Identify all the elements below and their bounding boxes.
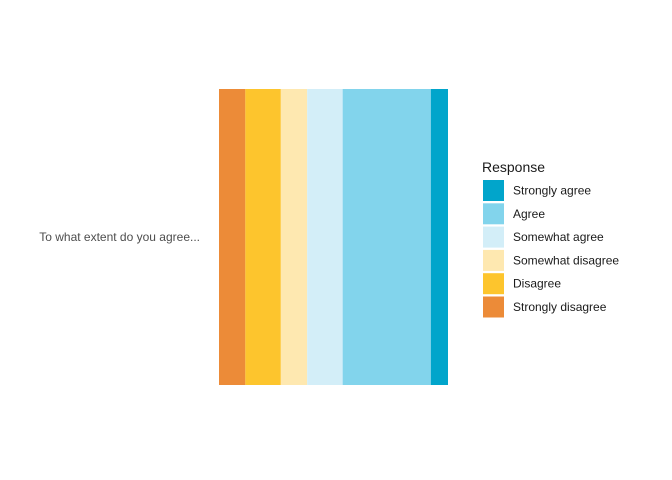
legend-label-somewhat-disagree: Somewhat disagree bbox=[513, 253, 619, 267]
legend: Response Strongly agree Agree Somewhat agre… bbox=[482, 159, 619, 318]
legend-label-strongly-agree: Strongly agree bbox=[513, 184, 591, 198]
bar-strongly-agree bbox=[430, 89, 448, 385]
bar-somewhat-disagree bbox=[280, 89, 308, 385]
bar-agree bbox=[342, 89, 431, 385]
legend-swatch-somewhat-disagree bbox=[483, 249, 504, 271]
legend-swatch-strongly-agree bbox=[483, 180, 504, 201]
plot-area bbox=[219, 89, 448, 385]
legend-title: Response bbox=[482, 159, 545, 175]
bar-somewhat-agree bbox=[307, 89, 343, 385]
legend-label-agree: Agree bbox=[513, 207, 545, 221]
bar-disagree bbox=[245, 89, 281, 385]
category-label: To what extent do you agree... bbox=[39, 230, 200, 244]
bar-strongly-disagree bbox=[219, 89, 246, 385]
legend-swatch-somewhat-agree bbox=[483, 226, 504, 248]
legend-label-strongly-disagree: Strongly disagree bbox=[513, 300, 607, 314]
legend-label-somewhat-agree: Somewhat agree bbox=[513, 230, 604, 244]
legend-label-disagree: Disagree bbox=[513, 277, 561, 291]
category-labels: To what extent do you agree... bbox=[39, 230, 200, 244]
legend-swatch-strongly-disagree bbox=[483, 296, 504, 318]
legend-swatch-disagree bbox=[483, 273, 504, 295]
legend-swatch-agree bbox=[483, 203, 504, 225]
